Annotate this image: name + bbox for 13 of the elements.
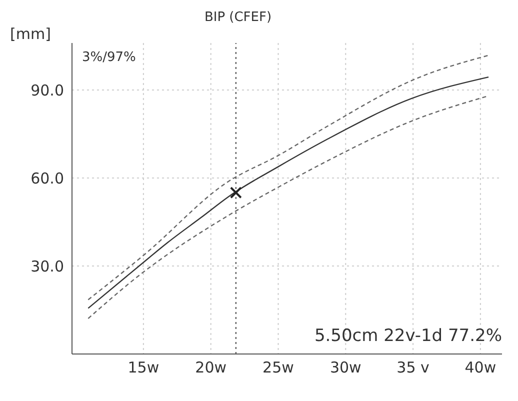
y-tick-label: 30.0	[30, 257, 64, 276]
x-tick-label: 40w	[464, 358, 496, 377]
y-axis-title: [mm]	[10, 25, 51, 43]
x-tick-label: 30w	[330, 358, 362, 377]
y-tick-label: 90.0	[30, 81, 64, 100]
x-tick-label: 35 v	[396, 358, 430, 377]
annotation: 3%/97%	[82, 50, 136, 65]
x-tick-label: 25w	[262, 358, 294, 377]
annotation: 5.50cm 22v-1d 77.2%	[314, 326, 502, 346]
y-tick-label: 60.0	[30, 169, 64, 188]
x-tick-label: 20w	[195, 358, 227, 377]
chart-title: BIP (CFEF)	[204, 10, 272, 25]
x-tick-label: 15w	[128, 358, 160, 377]
